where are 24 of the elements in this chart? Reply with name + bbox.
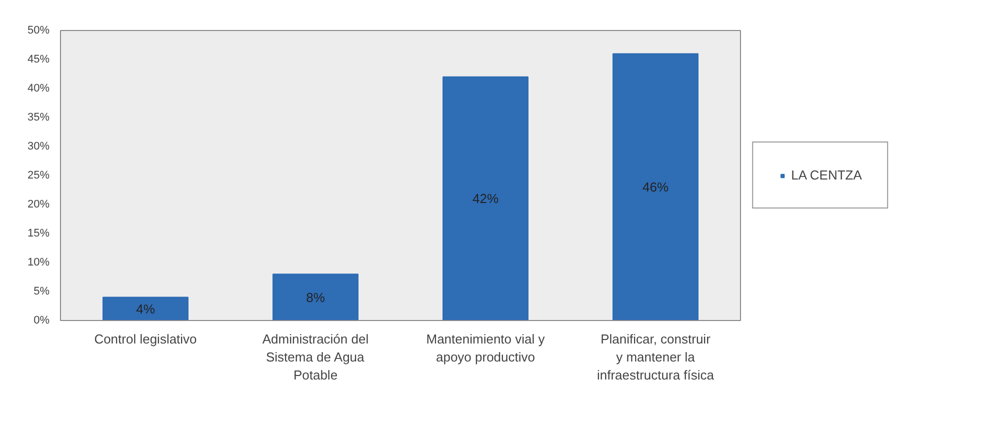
y-tick-label: 45% xyxy=(27,54,50,66)
x-tick-label: Control legislativo xyxy=(94,332,197,346)
y-tick-label: 30% xyxy=(27,140,50,152)
bar xyxy=(442,76,528,320)
data-label: 42% xyxy=(472,191,499,206)
data-label: 4% xyxy=(136,301,156,316)
y-tick-label: 35% xyxy=(27,112,50,124)
x-tick-label: Planificar, construir y mantener la infraestructura física xyxy=(596,332,715,382)
data-label: 8% xyxy=(306,290,326,305)
y-tick-label: 40% xyxy=(27,82,50,94)
bar xyxy=(272,274,358,320)
y-tick-label: 10% xyxy=(27,256,50,268)
y-tick-label: 50% xyxy=(27,24,50,36)
y-tick-label: 20% xyxy=(27,198,50,210)
x-tick-label: Mantenimiento vial y apoyo productivo xyxy=(426,332,546,364)
y-tick-label: 0% xyxy=(34,314,50,326)
legend-label: LA CENTZA xyxy=(791,168,862,182)
y-tick-label: 5% xyxy=(34,286,50,298)
y-tick-label: 25% xyxy=(27,170,50,182)
x-tick-label: Administración del Sistema de Agua Potable xyxy=(262,332,369,382)
data-label: 46% xyxy=(642,180,669,195)
y-tick-label: 15% xyxy=(27,228,50,240)
bar xyxy=(612,53,698,320)
bar xyxy=(102,296,188,320)
